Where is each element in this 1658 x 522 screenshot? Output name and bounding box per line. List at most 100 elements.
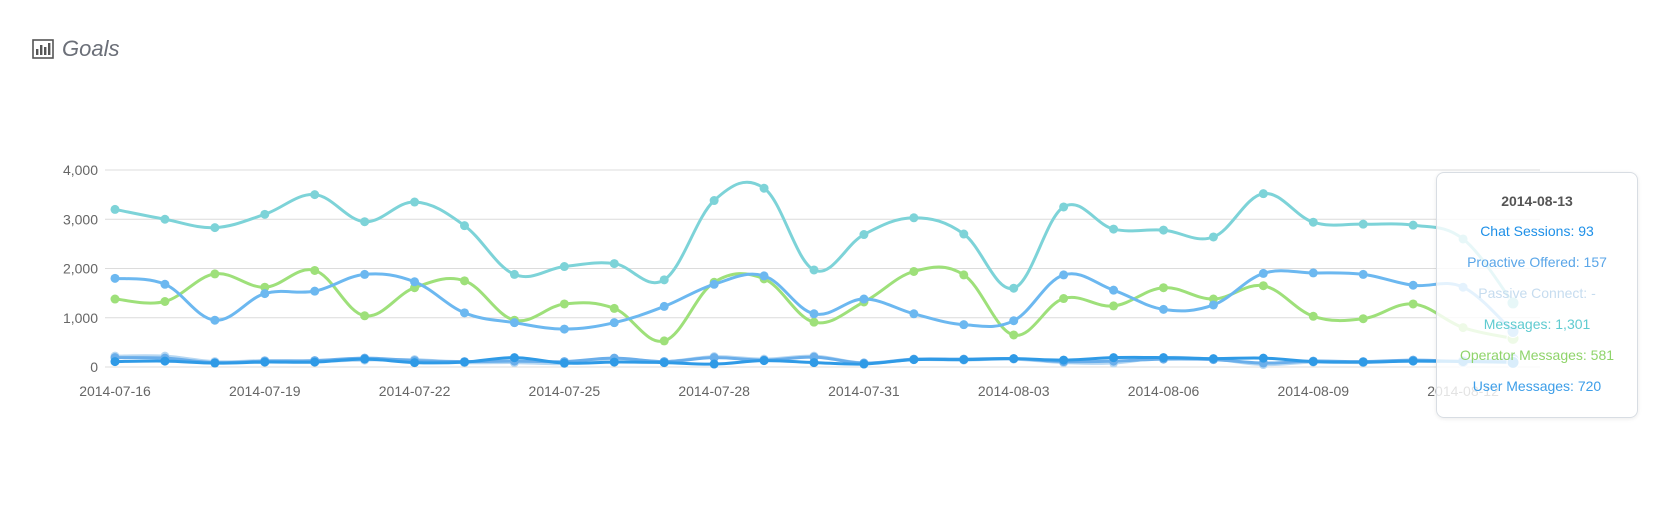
data-point[interactable] — [1159, 283, 1168, 293]
data-point[interactable] — [1258, 189, 1268, 199]
data-point[interactable] — [959, 229, 969, 239]
data-point[interactable] — [210, 358, 220, 368]
data-point[interactable] — [1358, 357, 1368, 367]
data-point[interactable] — [1059, 270, 1069, 280]
data-point[interactable] — [1159, 304, 1168, 314]
data-point[interactable] — [909, 266, 919, 276]
data-point[interactable] — [609, 318, 619, 328]
data-point[interactable] — [859, 230, 869, 240]
data-point[interactable] — [909, 355, 919, 365]
data-point[interactable] — [410, 358, 420, 368]
data-point[interactable] — [1109, 224, 1119, 234]
data-point[interactable] — [509, 318, 519, 328]
data-point[interactable] — [1059, 355, 1069, 365]
data-point[interactable] — [110, 273, 120, 283]
data-point[interactable] — [859, 359, 869, 369]
data-point[interactable] — [659, 301, 669, 311]
data-point[interactable] — [609, 303, 619, 313]
data-point[interactable] — [160, 356, 170, 366]
data-point[interactable] — [659, 275, 669, 285]
data-point[interactable] — [559, 299, 569, 309]
data-point[interactable] — [1109, 301, 1119, 311]
data-point[interactable] — [160, 279, 170, 289]
data-point[interactable] — [1009, 354, 1019, 364]
data-point[interactable] — [410, 277, 420, 287]
data-point[interactable] — [110, 204, 120, 214]
data-point[interactable] — [1109, 285, 1119, 295]
data-point[interactable] — [110, 357, 120, 367]
data-point[interactable] — [509, 353, 519, 363]
data-point[interactable] — [1159, 353, 1168, 363]
data-point[interactable] — [1258, 268, 1268, 278]
data-point[interactable] — [809, 317, 819, 327]
data-point[interactable] — [659, 336, 669, 346]
data-point[interactable] — [260, 289, 270, 299]
data-point[interactable] — [210, 315, 220, 325]
data-point[interactable] — [609, 357, 619, 367]
data-point[interactable] — [160, 214, 170, 224]
data-point[interactable] — [1358, 269, 1368, 279]
data-point[interactable] — [1258, 353, 1268, 363]
data-point[interactable] — [310, 190, 320, 200]
data-point[interactable] — [310, 265, 320, 275]
data-point[interactable] — [559, 324, 569, 334]
data-point[interactable] — [1308, 217, 1318, 227]
data-point[interactable] — [909, 213, 919, 223]
data-point[interactable] — [210, 269, 220, 279]
data-point[interactable] — [1059, 202, 1069, 212]
data-point[interactable] — [1009, 283, 1019, 293]
data-point[interactable] — [460, 221, 469, 231]
data-point[interactable] — [360, 354, 370, 364]
data-point[interactable] — [709, 196, 719, 206]
data-point[interactable] — [959, 320, 969, 330]
data-point[interactable] — [809, 358, 819, 368]
data-point[interactable] — [1408, 299, 1418, 309]
data-point[interactable] — [160, 296, 170, 306]
data-point[interactable] — [1009, 316, 1019, 326]
data-point[interactable] — [1208, 232, 1218, 242]
data-point[interactable] — [460, 357, 469, 367]
data-point[interactable] — [1159, 225, 1168, 235]
data-point[interactable] — [509, 269, 519, 279]
data-point[interactable] — [460, 276, 469, 286]
data-point[interactable] — [559, 358, 569, 368]
data-point[interactable] — [559, 262, 569, 272]
data-point[interactable] — [809, 265, 819, 275]
data-point[interactable] — [859, 294, 869, 304]
data-point[interactable] — [1208, 300, 1218, 310]
data-point[interactable] — [1308, 357, 1318, 367]
data-point[interactable] — [709, 353, 719, 363]
data-point[interactable] — [1059, 294, 1069, 304]
data-point[interactable] — [310, 357, 320, 367]
data-point[interactable] — [460, 308, 469, 318]
data-point[interactable] — [1208, 354, 1218, 364]
data-point[interactable] — [1308, 311, 1318, 321]
data-point[interactable] — [260, 209, 270, 219]
data-point[interactable] — [110, 294, 120, 304]
data-point[interactable] — [959, 270, 969, 280]
data-point[interactable] — [1358, 219, 1368, 229]
data-point[interactable] — [909, 309, 919, 319]
data-point[interactable] — [360, 311, 370, 321]
data-point[interactable] — [1408, 220, 1418, 230]
data-point[interactable] — [1358, 314, 1368, 324]
data-point[interactable] — [260, 282, 270, 292]
data-point[interactable] — [1408, 280, 1418, 290]
data-point[interactable] — [609, 259, 619, 269]
data-point[interactable] — [709, 279, 719, 289]
data-point[interactable] — [1009, 330, 1019, 340]
data-point[interactable] — [260, 357, 270, 367]
data-point[interactable] — [1308, 268, 1318, 278]
data-point[interactable] — [1258, 281, 1268, 291]
data-point[interactable] — [360, 217, 370, 227]
data-point[interactable] — [360, 269, 370, 279]
data-point[interactable] — [709, 359, 719, 369]
data-point[interactable] — [410, 197, 420, 207]
data-point[interactable] — [759, 271, 769, 281]
data-point[interactable] — [310, 286, 320, 296]
data-point[interactable] — [1408, 356, 1418, 366]
data-point[interactable] — [210, 223, 220, 233]
data-point[interactable] — [959, 355, 969, 365]
data-point[interactable] — [759, 356, 769, 366]
